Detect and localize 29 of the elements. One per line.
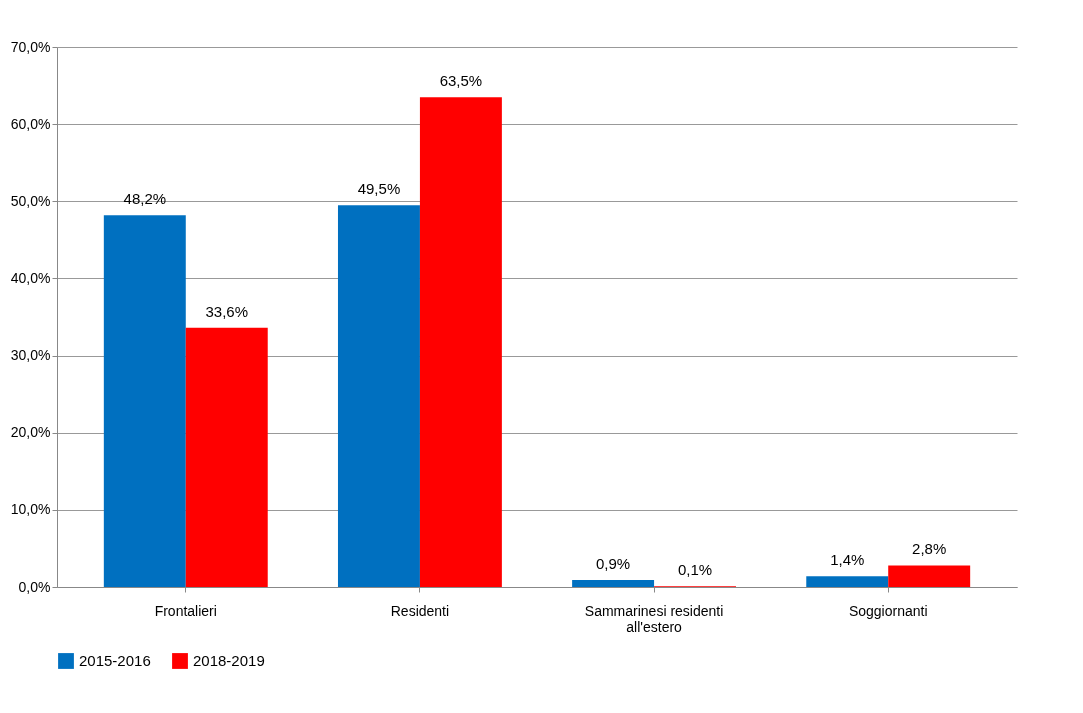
y-tick-label: 50,0%: [10, 192, 51, 209]
y-tick-label: 20,0%: [10, 424, 51, 441]
y-tick-label: 30,0%: [10, 347, 51, 364]
y-tick-label: 70,0%: [10, 38, 51, 55]
x-tick-label: Soggiornanti: [848, 602, 928, 619]
bar: [419, 97, 502, 587]
data-label: 33,6%: [205, 302, 249, 320]
y-tick-label: 40,0%: [10, 269, 51, 286]
data-label: 49,5%: [357, 180, 401, 198]
data-label: 0,9%: [596, 555, 631, 573]
y-tick-label: 10,0%: [10, 501, 51, 518]
y-tick-label: 0,0%: [18, 578, 51, 595]
bar: [337, 205, 420, 587]
bar: [103, 215, 186, 587]
data-label: 1,4%: [830, 551, 865, 569]
x-tick-label: Sammarinesi residenti all'estero: [584, 602, 724, 635]
y-tick-label: 60,0%: [10, 115, 51, 132]
legend-label: 2015-2016: [79, 652, 151, 669]
legend-label: 2018-2019: [193, 652, 265, 669]
bar: [185, 327, 268, 587]
data-label: 2,8%: [912, 540, 947, 558]
bar: [572, 580, 655, 587]
bar: [888, 565, 971, 587]
data-label: 0,1%: [677, 561, 713, 579]
bar: [806, 576, 889, 587]
x-tick-label: Frontalieri: [154, 602, 217, 619]
data-label: 48,2%: [123, 190, 167, 208]
x-tick-label: Residenti: [390, 602, 450, 619]
data-label: 63,5%: [439, 72, 483, 90]
